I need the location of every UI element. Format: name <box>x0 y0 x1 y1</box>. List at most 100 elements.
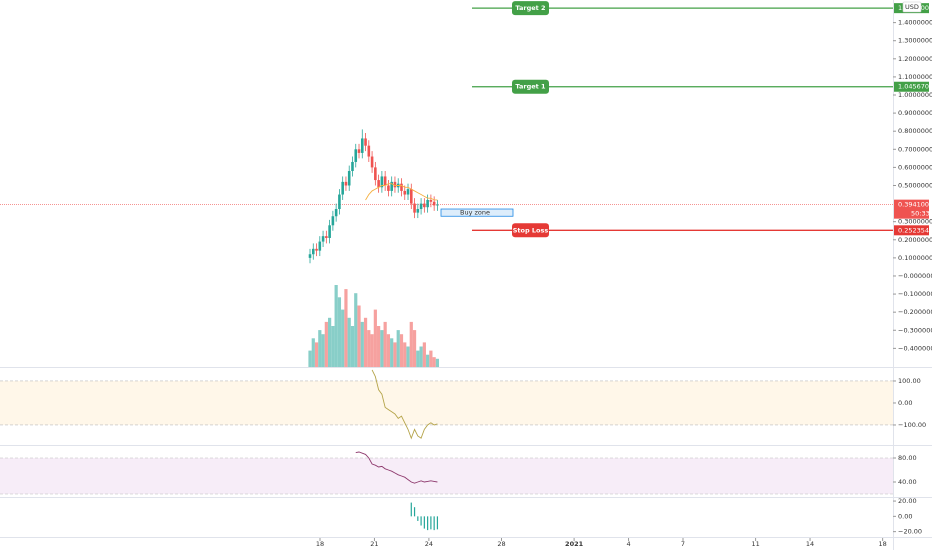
level-price: 0.25235415 <box>898 226 932 234</box>
candle-body <box>364 138 367 146</box>
volume-bar <box>399 334 404 367</box>
candle-body <box>341 181 344 195</box>
candle-body <box>357 149 361 153</box>
candle-body <box>403 190 407 195</box>
volume-bar <box>331 326 335 367</box>
level-name: Target 1 <box>515 83 546 91</box>
candle-body <box>419 203 423 210</box>
y-tick-label: −20.00 <box>898 528 922 536</box>
volume-bar <box>426 354 430 367</box>
candle-body <box>370 156 374 168</box>
volume-bar <box>344 289 348 367</box>
histogram-bar <box>433 516 435 531</box>
candle-body <box>423 203 426 208</box>
x-tick-label: 21 <box>370 540 378 548</box>
y-tick-label: −100.00 <box>898 421 926 429</box>
candle-body <box>354 149 358 162</box>
level-price: 1.04567095 <box>898 83 932 91</box>
histogram-bar <box>427 516 429 531</box>
indicator-line <box>371 369 438 440</box>
volume-bar <box>373 309 377 367</box>
moving-average <box>365 183 438 201</box>
volume-bar <box>396 330 400 367</box>
candle-body <box>436 204 439 206</box>
volume-bar <box>357 305 361 367</box>
candle-body <box>308 254 312 258</box>
currency-tag <box>902 1 922 13</box>
volume-bar <box>409 321 413 367</box>
volume-bar <box>432 357 436 367</box>
candle-body <box>338 194 341 210</box>
candle-body <box>321 236 325 242</box>
histogram-bar <box>423 516 425 529</box>
candle-body <box>400 183 403 191</box>
y-tick-label: −0.10000000 <box>898 290 932 298</box>
volume-bar <box>429 350 433 367</box>
volume-bar <box>347 317 351 367</box>
x-tick-label: 18 <box>879 540 887 548</box>
indicator-line <box>355 451 438 484</box>
histogram-bar <box>430 516 432 530</box>
volume-bar <box>435 358 440 367</box>
candle-body <box>409 189 413 204</box>
price-label: 0.39410000 <box>898 201 932 209</box>
indicator-band <box>0 380 893 425</box>
histogram-bar <box>420 516 422 526</box>
volume-bar <box>334 285 338 367</box>
candle-body <box>377 180 380 188</box>
candle-body <box>344 181 348 186</box>
candle-body <box>347 171 351 186</box>
x-tick-label: 14 <box>806 540 814 548</box>
level-tag <box>512 79 549 94</box>
volume-bar <box>416 350 420 367</box>
volume-bar <box>419 346 423 367</box>
candle-body <box>432 201 436 206</box>
volume-bar <box>308 350 312 367</box>
candle-body <box>387 185 390 191</box>
volume-bar <box>311 338 315 367</box>
x-tick-label: 28 <box>497 540 505 548</box>
y-tick-label: 1.10000000 <box>898 73 932 81</box>
x-tick-label: 2021 <box>565 540 584 548</box>
histogram-bar <box>417 516 419 521</box>
candle-body <box>351 161 354 172</box>
volume-bar <box>318 330 322 367</box>
level-tag <box>512 1 549 16</box>
x-tick-label: 11 <box>751 540 759 548</box>
volume-bar <box>370 334 374 367</box>
y-tick-label: 80.00 <box>898 454 917 462</box>
level-name: Stop Loss <box>513 226 549 234</box>
candle-body <box>406 189 410 195</box>
volume-bar <box>422 342 426 367</box>
volume-bar <box>406 346 410 367</box>
volume-bar <box>350 326 355 367</box>
price-tag <box>894 199 929 219</box>
y-tick-label: 1.40000000 <box>898 19 932 27</box>
currency: USD <box>905 3 919 11</box>
volume-bar <box>363 317 368 367</box>
volume-bar <box>390 338 394 367</box>
volume-bar <box>393 342 397 367</box>
y-tick-label: 20.00 <box>898 497 917 505</box>
volume-bar <box>412 330 417 367</box>
candle-body <box>390 181 393 191</box>
candle-body <box>331 216 335 226</box>
x-tick-label: 4 <box>626 540 630 548</box>
candle-body <box>416 209 420 213</box>
candle-body <box>367 145 371 157</box>
volume-bar <box>328 317 332 367</box>
volume-bar <box>321 334 325 367</box>
candle-body <box>318 241 322 251</box>
candle-body <box>413 203 416 213</box>
candle-body <box>380 176 384 188</box>
